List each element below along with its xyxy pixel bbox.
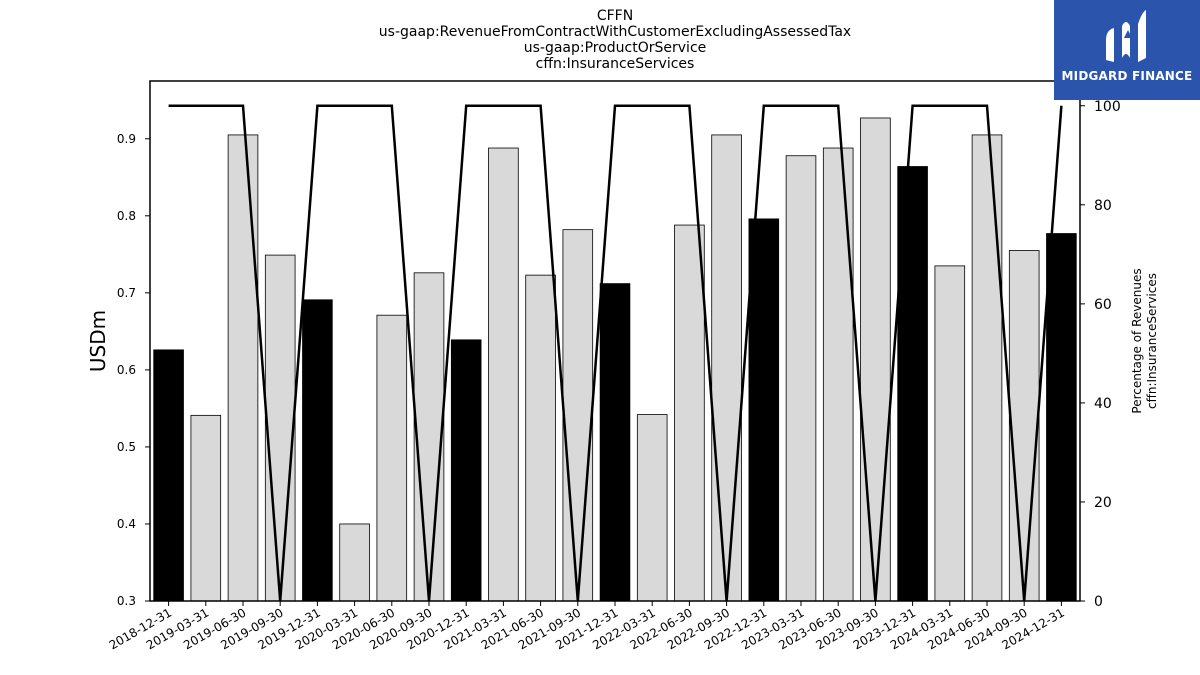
chart-title-line: us-gaap:RevenueFromContractWithCustomerE…	[379, 24, 851, 40]
logo-text: MIDGARD FINANCE	[1061, 69, 1193, 83]
bar-2024-12-31	[1046, 233, 1077, 602]
bar-2021-12-31	[599, 283, 631, 602]
bar-2022-06-30	[674, 224, 705, 602]
midgard-logo-icon	[1106, 10, 1146, 62]
bar-2023-09-30	[860, 117, 891, 602]
percentage-line-path	[168, 104, 1063, 602]
bar-2021-03-31	[488, 147, 519, 602]
y-tick-label: 0.4	[117, 517, 136, 531]
bar-2020-12-31	[450, 339, 482, 602]
bar-2022-09-30	[711, 134, 742, 602]
bar-2024-03-31	[934, 265, 966, 602]
y2-tick-label: 80	[1094, 198, 1112, 214]
chart-title-line: CFFN	[597, 8, 633, 24]
bar-2019-12-31	[302, 299, 333, 602]
bar-2019-03-31	[190, 414, 222, 602]
chart-title: CFFNus-gaap:RevenueFromContractWithCusto…	[379, 8, 851, 72]
bar-2022-03-31	[636, 414, 668, 602]
bar-2019-06-30	[227, 134, 259, 602]
bar-2024-09-30	[1008, 250, 1040, 602]
y-tick-label: 0.7	[117, 286, 136, 300]
bar-2022-12-31	[748, 218, 780, 602]
y2-axis-label-line-2: cffn:InsuranceServices	[1145, 273, 1159, 409]
midgard-finance-logo: MIDGARD FINANCE	[1054, 0, 1200, 100]
y2-tick-label: 100	[1094, 99, 1121, 115]
bar-2020-06-30	[376, 314, 408, 602]
bar-2020-09-30	[413, 272, 445, 602]
bar-2020-03-31	[339, 523, 370, 602]
y2-axis-label-line-1: Percentage of Revenues	[1130, 268, 1144, 413]
chart-title-line: cffn:InsuranceServices	[536, 56, 695, 72]
y-tick-label: 0.5	[117, 440, 136, 454]
bar-2021-06-30	[525, 274, 556, 602]
y2-tick-label: 40	[1094, 396, 1112, 412]
y-tick-label: 0.8	[117, 209, 136, 223]
percentage-line	[168, 104, 1063, 602]
y-tick-label: 0.6	[117, 363, 136, 377]
y2-tick-label: 60	[1094, 297, 1112, 313]
x-axis: 2018-12-312019-03-312019-06-302019-09-30…	[107, 601, 1067, 652]
y2-tick-label: 0	[1094, 594, 1103, 610]
bar-2018-12-31	[153, 349, 184, 602]
y-axis-left: 0.3 0.4 0.5 0.6 0.7 0.8 0.9	[117, 132, 150, 608]
bars	[153, 117, 1077, 602]
chart-title-line: us-gaap:ProductOrService	[524, 40, 707, 56]
bar-2021-09-30	[562, 229, 594, 602]
bar-2024-06-30	[971, 134, 1003, 602]
y-tick-label: 0.9	[117, 132, 136, 146]
bar-2023-06-30	[822, 147, 854, 602]
bar-2023-03-31	[785, 155, 817, 602]
y2-tick-label: 20	[1094, 495, 1112, 511]
y-tick-label: 0.3	[117, 594, 136, 608]
y-axis-right: 0 20 40 60 80 100	[1080, 99, 1121, 610]
bar-2019-09-30	[264, 254, 296, 602]
y-axis-label: USDm	[86, 310, 110, 372]
